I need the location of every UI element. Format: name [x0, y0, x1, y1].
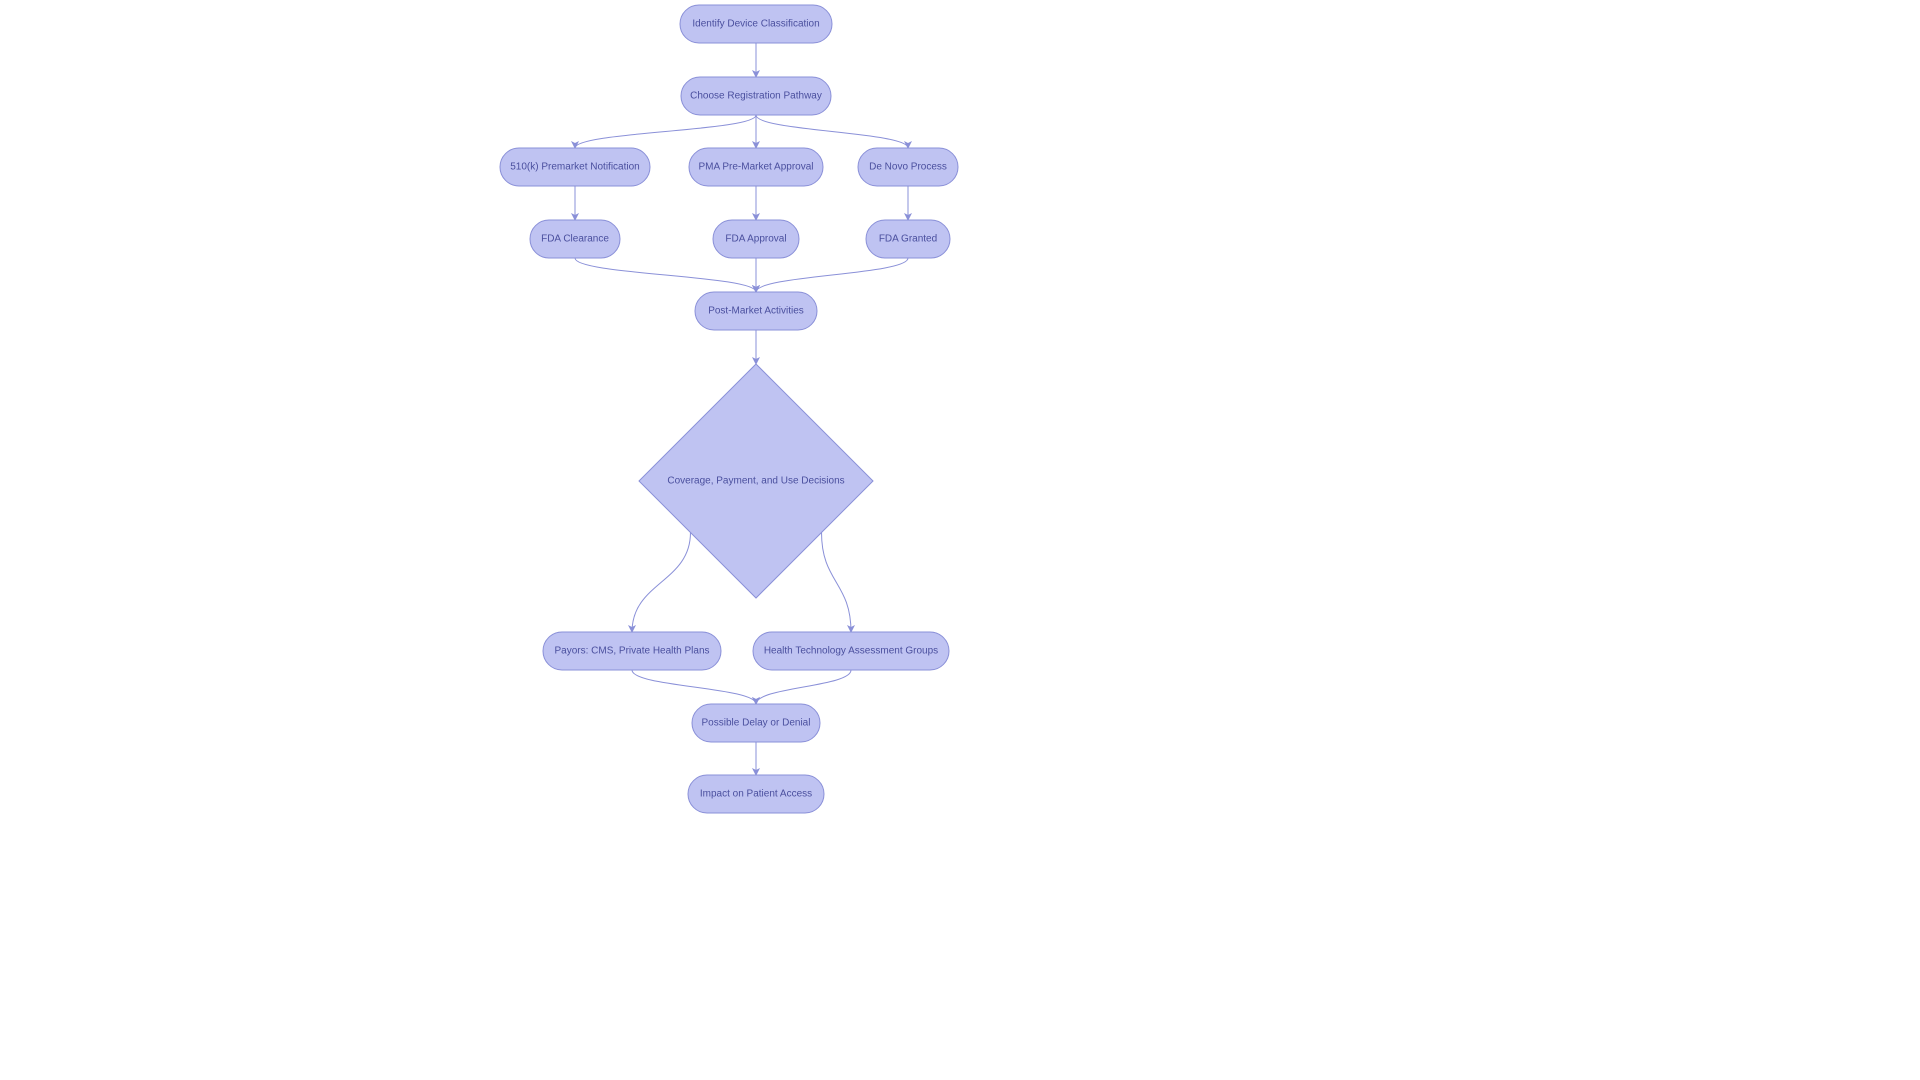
- flowchart-edge: [575, 258, 756, 292]
- flowchart-node-label: Identify Device Classification: [692, 19, 819, 30]
- flowchart-node-label: FDA Granted: [879, 234, 937, 245]
- flowchart-node-label: FDA Approval: [725, 234, 786, 245]
- flowchart-node-label: Post-Market Activities: [708, 306, 804, 317]
- flowchart-edge: [756, 115, 908, 148]
- flowchart-node-label: De Novo Process: [869, 162, 947, 173]
- flowchart-node-label: Coverage, Payment, and Use Decisions: [667, 476, 844, 487]
- flowchart-node-label: Possible Delay or Denial: [702, 718, 811, 729]
- flowchart-edge: [756, 670, 851, 704]
- flowchart-edge: [756, 258, 908, 292]
- nodes-group: Identify Device Classification Choose Reg…: [500, 5, 958, 813]
- flowchart-node-label: FDA Clearance: [541, 234, 609, 245]
- flowchart-edge: [575, 115, 756, 148]
- flowchart-node-label: Choose Registration Pathway: [690, 91, 822, 102]
- flowchart-node-label: Health Technology Assessment Groups: [764, 646, 938, 657]
- flowchart-node-label: Impact on Patient Access: [700, 789, 812, 800]
- flowchart-edge: [632, 670, 756, 704]
- flowchart-node-label: PMA Pre-Market Approval: [698, 162, 813, 173]
- flowchart-canvas: Identify Device Classification Choose Reg…: [0, 0, 1920, 1080]
- flowchart-edge: [632, 532, 690, 632]
- flowchart-node-label: Payors: CMS, Private Health Plans: [554, 646, 709, 657]
- flowchart-node-label: 510(k) Premarket Notification: [510, 162, 640, 173]
- flowchart-edge: [822, 532, 851, 632]
